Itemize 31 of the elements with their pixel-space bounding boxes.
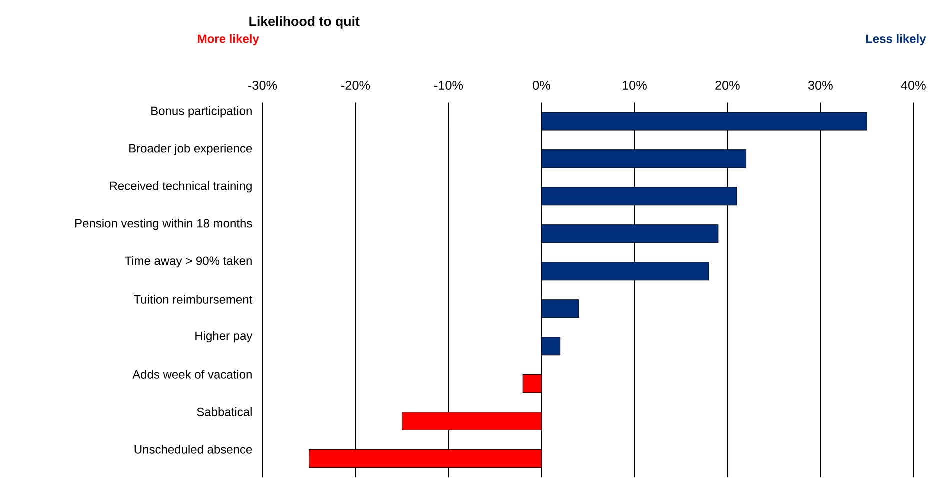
x-tick-label: -30% bbox=[248, 81, 278, 90]
bar bbox=[522, 374, 542, 394]
y-tick-label: Unscheduled absence bbox=[134, 445, 252, 454]
chart-title: Likelihood to quit bbox=[250, 16, 360, 30]
bar bbox=[541, 337, 561, 356]
x-tick-label: -10% bbox=[434, 81, 464, 90]
y-tick-label: Received technical training bbox=[110, 182, 252, 193]
bar bbox=[541, 262, 710, 281]
x-tick-label: 0% bbox=[533, 81, 550, 90]
x-tick-label: 20% bbox=[716, 81, 740, 90]
y-tick-label: Bonus participation bbox=[152, 106, 252, 118]
y-tick-label: Pension vesting within 18 months bbox=[76, 219, 252, 230]
bar bbox=[541, 112, 868, 131]
bar bbox=[402, 412, 542, 431]
y-tick-label: Adds week of vacation bbox=[132, 370, 252, 380]
x-tick-label: 30% bbox=[808, 81, 833, 90]
y-tick-label: Higher pay bbox=[196, 332, 253, 343]
x-tick-label: -20% bbox=[342, 81, 370, 90]
bar bbox=[541, 187, 738, 206]
y-tick-label: Tuition reimbursement bbox=[134, 295, 253, 304]
bar bbox=[541, 224, 719, 244]
y-tick-label: Sabbatical bbox=[197, 408, 252, 417]
bar bbox=[541, 300, 580, 318]
y-tick-label: Time away > 90% taken bbox=[124, 256, 252, 268]
text: Less likely bbox=[866, 34, 926, 46]
x-tick-label: 40% bbox=[901, 81, 926, 90]
x-tick-label: 10% bbox=[622, 81, 647, 90]
bar bbox=[541, 150, 747, 168]
text: More likely bbox=[198, 34, 260, 46]
y-tick-label: Broader job experience bbox=[130, 144, 252, 156]
bar bbox=[308, 450, 542, 468]
